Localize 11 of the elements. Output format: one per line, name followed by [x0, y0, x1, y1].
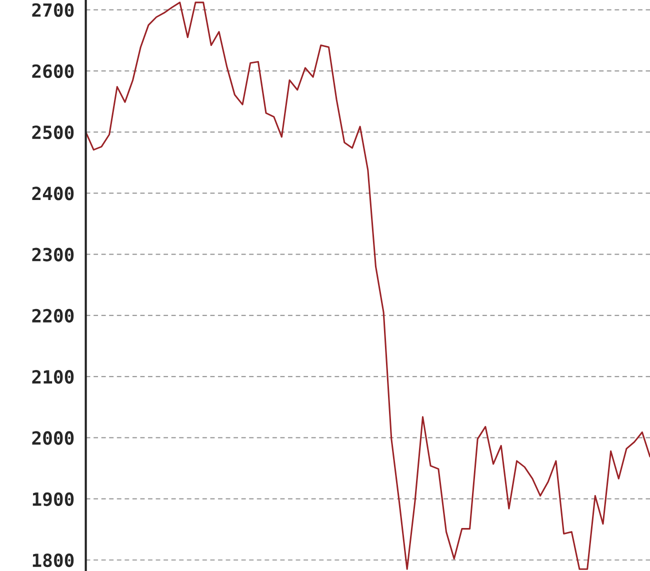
y-tick-label: 2100 [32, 370, 74, 384]
y-tick-label: 2200 [32, 308, 74, 323]
y-tick-label: 1900 [32, 492, 74, 506]
y-tick-label: 2500 [32, 126, 74, 140]
y-tick-label: 2700 [32, 3, 74, 17]
line-series [86, 2, 650, 570]
y-tick-label: 2600 [32, 64, 74, 78]
y-tick-label: 2300 [32, 248, 74, 262]
y-tick-label: 1800 [32, 553, 74, 568]
y-tick-label: 2000 [32, 431, 74, 445]
y-tick-label: 2400 [32, 186, 74, 200]
